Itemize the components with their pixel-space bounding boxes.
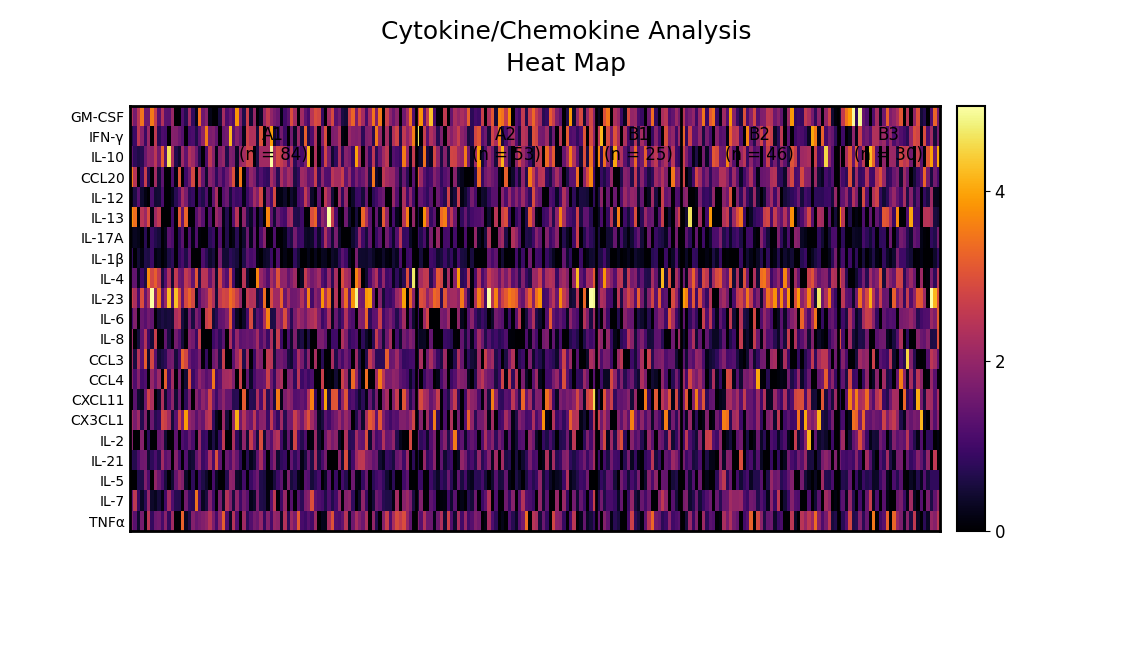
Text: A2
(n = 53): A2 (n = 53): [472, 125, 540, 165]
Text: B3
(n = 30): B3 (n = 30): [855, 125, 924, 165]
Text: A1
(n = 84): A1 (n = 84): [239, 125, 308, 165]
Text: B2
(n = 46): B2 (n = 46): [726, 125, 794, 165]
Text: Cytokine/Chemokine Analysis
Heat Map: Cytokine/Chemokine Analysis Heat Map: [380, 20, 752, 76]
Text: B1
(n = 25): B1 (n = 25): [604, 125, 674, 165]
